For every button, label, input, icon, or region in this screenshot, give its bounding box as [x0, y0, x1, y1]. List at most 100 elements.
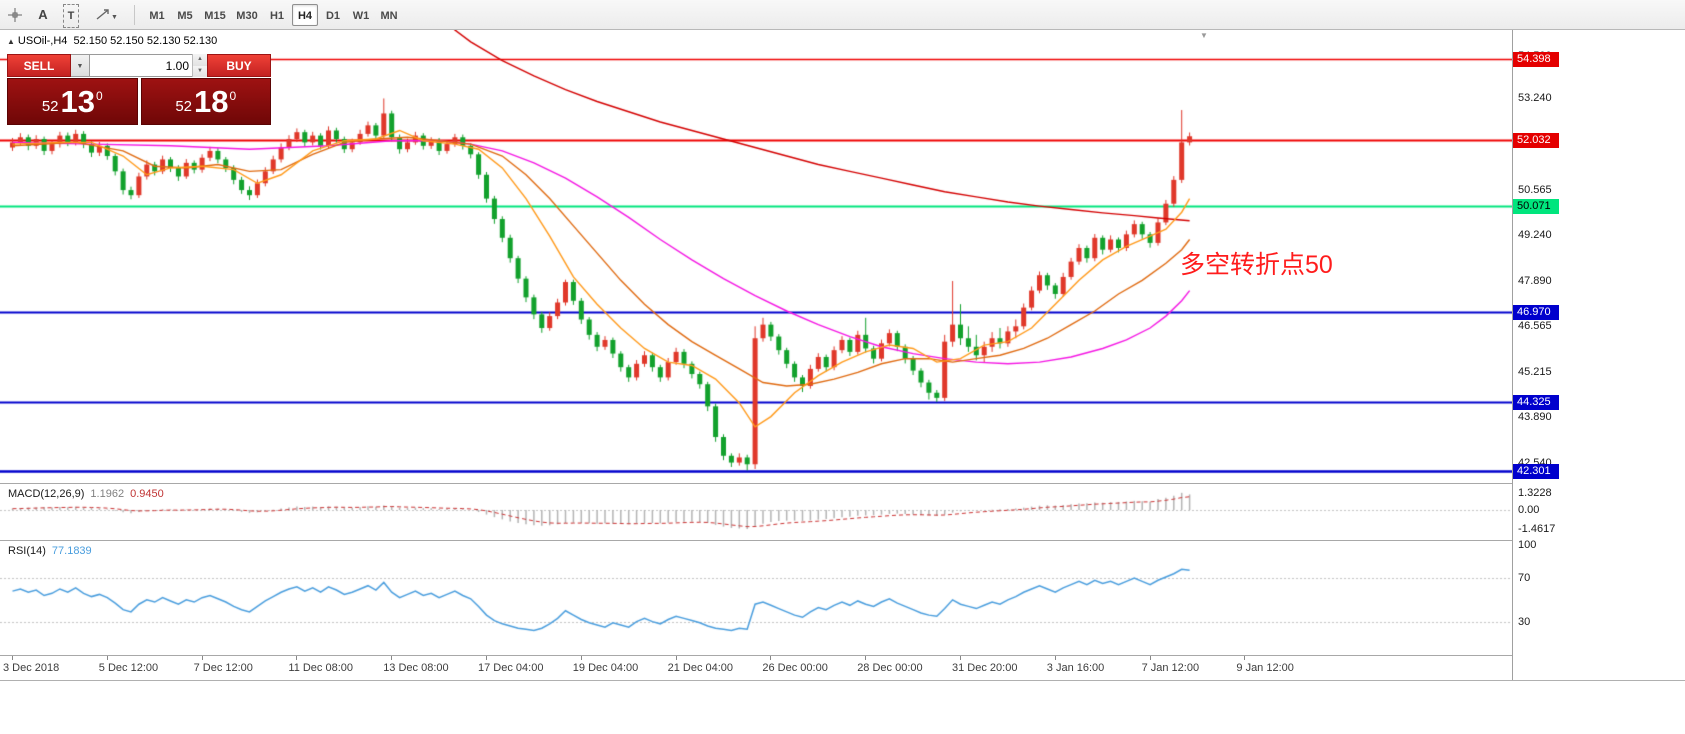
time-tick — [1244, 656, 1246, 660]
time-label: 7 Dec 12:00 — [193, 662, 253, 674]
chart-shift-marker-icon[interactable]: ▼ — [1200, 31, 1208, 40]
time-tick — [960, 656, 961, 660]
time-label: 9 Jan 12:00 — [1236, 662, 1294, 674]
sell-price-figure: 52 — [41, 98, 59, 115]
price-line-badge: 52.032 — [1513, 132, 1559, 148]
macd-main-value: 1.1962 — [90, 488, 125, 500]
buy-price-display[interactable]: 52 18 0 — [140, 78, 271, 125]
price-tick-label: 47.890 — [1518, 274, 1552, 287]
main-chart-panel: ▼ ▲ USOil-,H4 52.150 52.150 52.130 52.130 … — [0, 30, 1512, 483]
time-label: 3 Dec 2018 — [3, 662, 60, 674]
timeframe-button-h1[interactable]: H1 — [269, 10, 285, 22]
timeframe-button-m1[interactable]: M1 — [149, 10, 165, 22]
time-tick — [580, 656, 582, 660]
time-tick — [201, 656, 203, 660]
chart-text-annotation[interactable]: 多空转折点50 — [1180, 251, 1333, 279]
panel-separator[interactable] — [0, 655, 1685, 656]
timeframe-button-w1[interactable]: W1 — [352, 10, 370, 22]
time-tick — [296, 656, 298, 660]
price-tick-label: 49.240 — [1518, 228, 1552, 241]
time-label: 11 Dec 08:00 — [288, 662, 354, 674]
text-box-glyph: T — [62, 4, 80, 28]
price-axis[interactable]: 54.50053.24050.56549.24047.89046.56545.2… — [1512, 30, 1685, 680]
timeframe-button-m5[interactable]: M5 — [177, 10, 193, 22]
price-line-badge: 46.970 — [1513, 305, 1559, 321]
price-tick-label: 50.565 — [1518, 183, 1552, 196]
timeframe-button-d1[interactable]: D1 — [325, 10, 341, 22]
rsi-label: RSI(14) 77.1839 — [8, 545, 92, 557]
time-label: 17 Dec 04:00 — [478, 662, 544, 674]
macd-panel-canvas[interactable] — [0, 484, 1512, 540]
time-tick — [12, 656, 13, 660]
timeframe-button-mn[interactable]: MN — [380, 10, 398, 22]
text-box-tool[interactable]: T — [58, 4, 84, 28]
volume-up-icon[interactable]: ▲ — [193, 54, 207, 66]
symbol-period-label: USOil-,H4 — [17, 35, 68, 47]
time-tick — [1054, 656, 1056, 660]
time-label: 31 Dec 20:00 — [952, 662, 1018, 674]
panel-separator[interactable] — [0, 483, 1685, 484]
price-line-badge: 42.301 — [1513, 464, 1559, 480]
time-label: 19 Dec 04:00 — [572, 662, 639, 674]
time-tick — [770, 656, 772, 660]
chart-area: ▼ ▲ USOil-,H4 52.150 52.150 52.130 52.130 … — [0, 30, 1685, 680]
volume-down-icon[interactable]: ▼ — [193, 65, 207, 77]
time-tick — [106, 656, 108, 660]
rsi-axis-label: 30 — [1518, 615, 1531, 628]
time-label: 3 Jan 16:00 — [1046, 662, 1105, 674]
volume-stepper: ▲ ▼ — [192, 54, 207, 77]
price-line-badge: 54.398 — [1513, 52, 1559, 68]
text-label-tool[interactable]: A — [38, 7, 48, 22]
volume-field[interactable]: 1.00 ▲ ▼ — [90, 54, 207, 77]
rsi-panel-canvas[interactable] — [0, 541, 1512, 655]
sell-button[interactable]: SELL — [7, 54, 71, 77]
macd-axis-label: 1.3228 — [1518, 486, 1552, 499]
sell-price-display[interactable]: 52 13 0 — [7, 78, 138, 125]
price-line-badge: 50.071 — [1513, 199, 1559, 215]
sell-price-big: 13 — [60, 83, 95, 119]
price-tick-label: 46.565 — [1518, 319, 1552, 332]
volume-dropdown-icon[interactable]: ▼ — [71, 54, 90, 77]
one-click-collapse-icon[interactable]: ▲ — [7, 37, 15, 46]
rsi-name: RSI(14) — [8, 545, 46, 557]
symbol-header: ▲ USOil-,H4 52.150 52.150 52.130 52.130 — [7, 35, 217, 47]
macd-axis-label: 0.00 — [1518, 504, 1540, 516]
buy-button[interactable]: BUY — [207, 54, 271, 77]
time-tick — [675, 656, 677, 660]
time-label: 26 Dec 00:00 — [762, 662, 828, 674]
sell-price-point: 0 — [95, 88, 103, 103]
time-tick — [865, 656, 867, 660]
volume-value[interactable]: 1.00 — [165, 58, 189, 73]
macd-name: MACD(12,26,9) — [8, 488, 85, 500]
buy-price-big: 18 — [194, 83, 229, 119]
time-label: 28 Dec 00:00 — [857, 662, 923, 674]
time-label: 21 Dec 04:00 — [667, 662, 734, 674]
crosshair-icon[interactable] — [2, 4, 28, 26]
timeframe-button-m15[interactable]: M15 — [204, 10, 226, 22]
time-axis[interactable]: 3 Dec 2018 5 Dec 12:00 7 Dec 12:00 11 Dec 0… — [0, 656, 1512, 680]
rsi-panel: RSI(14) 77.1839 — [0, 541, 1512, 655]
toolbar-separator — [134, 5, 135, 25]
price-tick-label: 45.215 — [1518, 365, 1552, 378]
rsi-value: 77.1839 — [51, 545, 92, 557]
timeframe-button-h4[interactable]: H4 — [292, 4, 318, 26]
rsi-axis-label: 70 — [1518, 572, 1531, 585]
timeframe-button-m30[interactable]: M30 — [236, 10, 258, 22]
toolbar: A T ▼ M1 M5 M15 M30 H1 H4 D1 W1 MN — [0, 0, 1685, 30]
price-tick-label: 53.240 — [1518, 92, 1552, 105]
buy-price-figure: 52 — [175, 98, 192, 115]
ohlc-values: 52.150 52.150 52.130 52.130 — [73, 35, 218, 47]
macd-signal-value: 0.9450 — [130, 488, 164, 500]
time-tick — [1149, 656, 1151, 660]
rsi-axis-label: 100 — [1518, 539, 1537, 552]
one-click-trading-widget: SELL ▼ 1.00 ▲ ▼ BUY 52 13 0 — [7, 54, 271, 125]
macd-panel: MACD(12,26,9) 1.1962 0.9450 — [0, 484, 1512, 540]
time-label: 13 Dec 08:00 — [383, 662, 449, 674]
macd-axis-label: -1.4617 — [1518, 523, 1556, 535]
time-tick — [391, 656, 393, 660]
buy-price-point: 0 — [229, 88, 237, 103]
time-label: 5 Dec 12:00 — [98, 662, 159, 674]
panel-separator[interactable] — [0, 540, 1685, 541]
drawing-tools-dropdown[interactable]: ▼ — [90, 4, 124, 26]
